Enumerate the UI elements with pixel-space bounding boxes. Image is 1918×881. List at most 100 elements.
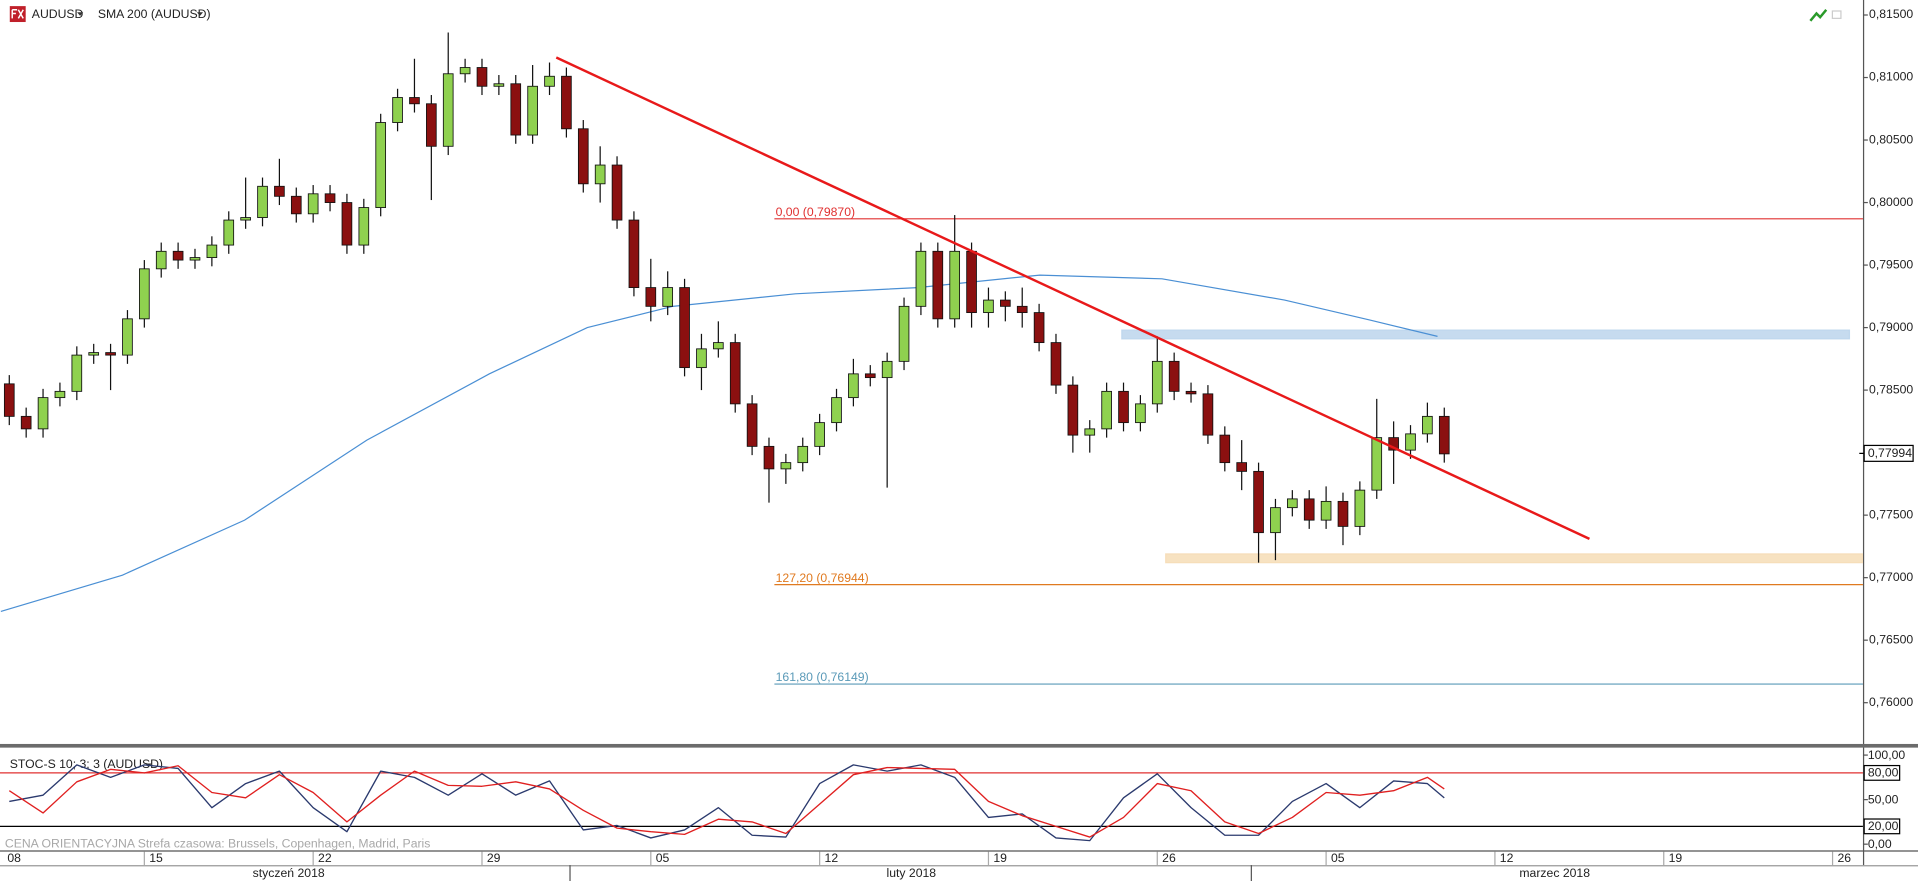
- candle-body: [797, 445, 809, 464]
- y-tick-label: 100,00: [1868, 748, 1906, 762]
- candle-body: [1084, 428, 1096, 436]
- y-tick-label: 0,76500: [1869, 632, 1913, 646]
- candle-body: [223, 219, 235, 246]
- x-tick-label: 29: [487, 851, 501, 865]
- candle-body: [459, 67, 471, 75]
- y-tick-label: 20,00: [1868, 819, 1899, 833]
- candle-body: [54, 390, 66, 399]
- candle-body: [1016, 305, 1028, 314]
- candle-body: [577, 128, 589, 185]
- dropdown-arrow[interactable]: [196, 12, 204, 16]
- candle-body: [1185, 390, 1197, 395]
- candle-body: [257, 185, 268, 218]
- candle-body: [594, 164, 606, 185]
- y-tick-label: 0,78500: [1869, 382, 1913, 396]
- y-tick-label: 0,80500: [1869, 132, 1913, 146]
- candle-body: [966, 250, 977, 314]
- fib-label: 161,80 (0,76149): [776, 670, 869, 684]
- candle-body: [139, 268, 150, 320]
- candle-body: [1168, 360, 1180, 392]
- candle-body: [172, 250, 184, 261]
- y-tick-label: 0,80000: [1869, 195, 1913, 209]
- candle-body: [1303, 498, 1315, 521]
- fib-label: 127,20 (0,76944): [776, 571, 869, 585]
- candle-body: [341, 202, 353, 246]
- candle-body: [392, 97, 403, 123]
- candle-body: [780, 462, 792, 470]
- level-box: [1863, 818, 1901, 835]
- candle-body: [1067, 384, 1079, 436]
- y-tick-label: 0,79500: [1869, 257, 1913, 271]
- candle-body: [20, 415, 32, 430]
- candle-body: [1000, 299, 1011, 307]
- candle-body: [527, 85, 538, 136]
- x-tick-label: 26: [1162, 851, 1176, 865]
- candle-body: [713, 342, 724, 350]
- toolbar: AUDUSD SMA 200 (AUDUSD): [9, 6, 1842, 23]
- candle-body: [274, 185, 285, 197]
- window-icon[interactable]: [1831, 10, 1842, 19]
- month-label: luty 2018: [887, 866, 937, 880]
- sma-line: [0, 274, 1438, 613]
- trendline: [555, 56, 1590, 541]
- x-tick-label: 12: [1500, 851, 1514, 865]
- candle-body: [1337, 500, 1349, 527]
- candle-body: [1371, 437, 1383, 491]
- y-tick-label: 0,81000: [1869, 70, 1913, 84]
- watermark: CENA ORIENTACYJNA Strefa czasowa: Brusse…: [5, 837, 430, 851]
- indicator-name[interactable]: SMA 200 (AUDUSD): [98, 7, 211, 21]
- candle-body: [1236, 462, 1248, 472]
- candle-body: [898, 305, 910, 362]
- candle-body: [206, 244, 218, 258]
- candle-body: [915, 250, 927, 307]
- candle-body: [561, 75, 572, 130]
- candle-body: [679, 287, 690, 369]
- panel-divider: [0, 743, 1918, 748]
- candle-body: [510, 83, 522, 136]
- candle-body: [290, 195, 302, 215]
- indicator-title[interactable]: STOC-S 10; 3; 3 (AUDUSD): [10, 757, 163, 771]
- candle-body: [1151, 360, 1163, 405]
- candle-body: [189, 257, 201, 261]
- candle-body: [1202, 393, 1214, 436]
- y-tick-label: 50,00: [1868, 792, 1899, 806]
- month-label: styczeń 2018: [253, 866, 325, 880]
- symbol-name[interactable]: AUDUSD: [32, 7, 84, 21]
- level-box: [1863, 764, 1901, 781]
- dropdown-arrow[interactable]: [77, 12, 84, 16]
- candle-body: [1253, 470, 1264, 534]
- y-tick-label: 0,76000: [1869, 695, 1913, 709]
- candle-body: [1287, 498, 1298, 509]
- candle-body: [848, 373, 859, 399]
- x-tick-label: 22: [318, 851, 332, 865]
- candle-body: [88, 352, 100, 356]
- candle-body: [37, 397, 49, 430]
- candle-body: [1405, 433, 1416, 451]
- x-tick-label: 26: [1837, 851, 1851, 865]
- candle-body: [881, 360, 893, 379]
- x-tick-label: 05: [1331, 851, 1345, 865]
- last-price-label: 0,77994: [1868, 446, 1912, 460]
- fib-label: 0,00 (0,79870): [776, 205, 855, 219]
- candle-body: [426, 103, 437, 147]
- zone: [1121, 329, 1851, 340]
- candle-body: [814, 422, 825, 447]
- candle-body: [409, 97, 420, 105]
- x-tick-label: 19: [993, 851, 1007, 865]
- candle-body: [1270, 507, 1281, 534]
- candle-body: [628, 219, 640, 289]
- main-plot: 0,00 (0,79870) 127,20 (0,76944) 161,80 (0,…: [0, 32, 1863, 685]
- candle-body: [442, 73, 454, 147]
- oscillator-line: [9, 764, 1445, 842]
- candle-body: [611, 164, 623, 221]
- fx-icon-glyph: [11, 9, 24, 19]
- candle-body: [122, 318, 133, 356]
- trend-icon[interactable]: [1809, 9, 1828, 22]
- oscillator-line: [8, 765, 1445, 838]
- candle-body: [729, 342, 741, 405]
- zone: [1165, 553, 1863, 564]
- candle-body: [307, 193, 319, 215]
